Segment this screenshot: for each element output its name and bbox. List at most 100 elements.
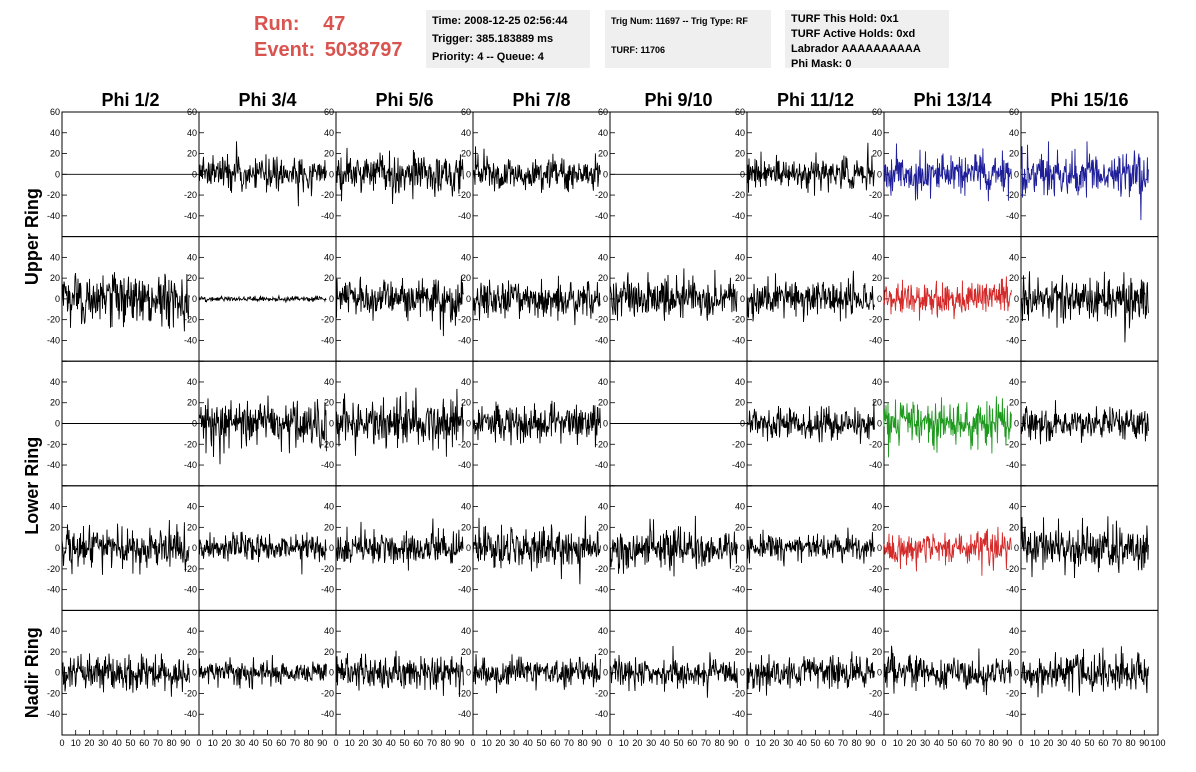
y-tick-label-r1-c5-2: -20 [732,315,745,325]
x-tick-label-c7-5: 50 [1084,738,1094,748]
y-tick-label-r4-c4-3: 0 [603,668,608,678]
y-tick-label-r4-c3-4: 20 [461,647,471,657]
y-tick-label-r0-c1-6: 60 [187,107,197,117]
y-tick-label-r3-c3-1: -40 [458,585,471,595]
y-tick-label-r1-c5-5: 40 [735,252,745,262]
y-tick-label-r1-c7-2: -20 [1006,315,1019,325]
x-tick-label-c5-5: 50 [810,738,820,748]
x-tick-label-c2-9: 90 [454,738,464,748]
x-tick-label-c2-3: 30 [372,738,382,748]
y-tick-label-r1-c0-1: -40 [47,335,60,345]
priority-text: Priority: 4 -- Queue: 4 [432,51,544,63]
y-tick-label-r0-c1-3: 0 [192,169,197,179]
phi-mask-text: Phi Mask: 0 [791,58,852,70]
x-tick-label-c5-8: 80 [852,738,862,748]
x-tick-label-c4-6: 60 [687,738,697,748]
waveform-r4-c7 [1020,646,1149,698]
y-tick-label-r1-c3-2: -20 [458,315,471,325]
y-tick-label-r2-c0-2: -20 [47,439,60,449]
waveform-r3-c0 [61,519,190,575]
y-tick-label-r3-c5-2: -20 [732,564,745,574]
x-tick-label-c3-2: 20 [495,738,505,748]
y-tick-label-r0-c2-5: 40 [324,128,334,138]
y-tick-label-r3-c3-5: 40 [461,502,471,512]
column-title-3: Phi 5/6 [375,90,433,110]
y-tick-label-r0-c3-1: -40 [458,211,471,221]
y-tick-label-r2-c3-5: 40 [461,377,471,387]
column-title-7: Phi 13/14 [913,90,991,110]
y-tick-label-r1-c3-4: 20 [461,273,471,283]
y-tick-label-r3-c1-3: 0 [192,543,197,553]
x-tick-label-c4-9: 90 [728,738,738,748]
y-tick-label-r0-c2-1: -40 [321,211,334,221]
y-tick-label-r1-c0-3: 0 [55,294,60,304]
y-tick-label-r4-c2-5: 40 [324,626,334,636]
y-tick-label-r1-c1-5: 40 [187,252,197,262]
y-tick-label-r3-c4-2: -20 [595,564,608,574]
y-tick-label-r4-c2-2: -20 [321,688,334,698]
y-tick-label-r4-c4-2: -20 [595,688,608,698]
x-tick-label-c3-0: 0 [470,738,475,748]
x-tick-label-c6-1: 10 [893,738,903,748]
y-tick-label-r0-c3-3: 0 [466,169,471,179]
y-tick-label-r1-c3-3: 0 [466,294,471,304]
y-tick-label-r3-c2-3: 0 [329,543,334,553]
y-tick-label-r1-c1-3: 0 [192,294,197,304]
y-tick-label-r4-c3-5: 40 [461,626,471,636]
y-tick-label-r4-c0-4: 20 [50,647,60,657]
waveform-r2-c5 [746,400,875,444]
y-tick-label-r3-c4-4: 20 [598,522,608,532]
y-tick-label-r2-c4-2: -20 [595,439,608,449]
y-tick-label-r4-c3-1: -40 [458,709,471,719]
y-tick-label-r0-c4-1: -40 [595,211,608,221]
labrador-text: Labrador AAAAAAAAAA [791,43,921,55]
y-tick-label-r2-c7-5: 40 [1009,377,1019,387]
waveform-r4-c2 [335,650,464,698]
y-tick-label-r2-c2-4: 20 [324,398,334,408]
y-tick-label-r1-c6-2: -20 [869,315,882,325]
y-tick-label-r3-c6-2: -20 [869,564,882,574]
run-label-text: Run: [254,13,300,35]
x-tick-label-c4-1: 10 [619,738,629,748]
y-tick-label-r3-c5-5: 40 [735,502,745,512]
x-tick-label-c3-5: 50 [536,738,546,748]
waveform-r1-c4 [609,268,738,321]
x-tick-label-c0-8: 80 [167,738,177,748]
y-tick-label-r4-c1-4: 20 [187,647,197,657]
y-tick-label-r0-c6-2: -20 [869,190,882,200]
y-tick-label-r0-c6-1: -40 [869,211,882,221]
waveform-r0-c2 [335,147,464,205]
y-tick-label-r4-c4-4: 20 [598,647,608,657]
y-tick-label-r0-c4-5: 40 [598,128,608,138]
y-tick-label-r2-c0-5: 40 [50,377,60,387]
y-tick-label-r0-c2-2: -20 [321,190,334,200]
y-tick-label-r0-c0-3: 0 [55,169,60,179]
y-tick-label-r2-c2-2: -20 [321,439,334,449]
waveform-r3-c4 [609,515,738,577]
y-tick-label-r3-c1-1: -40 [184,585,197,595]
y-tick-label-r3-c5-3: 0 [740,543,745,553]
y-tick-label-r0-c5-1: -40 [732,211,745,221]
waveform-r2-c3 [472,400,601,448]
y-tick-label-r3-c5-1: -40 [732,585,745,595]
y-tick-label-r4-c7-1: -40 [1006,709,1019,719]
y-tick-label-r2-c0-1: -40 [47,460,60,470]
waveform-r0-c6 [883,143,1012,202]
y-tick-label-r0-c0-5: 40 [50,128,60,138]
y-tick-label-r2-c1-1: -40 [184,460,197,470]
y-tick-label-r2-c5-3: 0 [740,419,745,429]
y-tick-label-r0-c7-1: -40 [1006,211,1019,221]
event-number: 5038797 [324,39,403,61]
y-tick-label-r4-c1-5: 40 [187,626,197,636]
waveform-r4-c6 [883,645,1012,696]
y-tick-label-r4-c7-5: 40 [1009,626,1019,636]
y-tick-label-r2-c0-4: 20 [50,398,60,408]
waveform-r2-c6 [883,396,1012,458]
y-tick-label-r4-c7-3: 0 [1014,668,1019,678]
x-tick-label-c1-9: 90 [317,738,327,748]
turf-this-hold-text: TURF This Hold: 0x1 [791,13,899,25]
ring-label-1: Upper Ring [22,188,42,285]
x-tick-label-c2-0: 0 [333,738,338,748]
x-tick-label-c7-2: 20 [1043,738,1053,748]
y-tick-label-r4-c5-1: -40 [732,709,745,719]
